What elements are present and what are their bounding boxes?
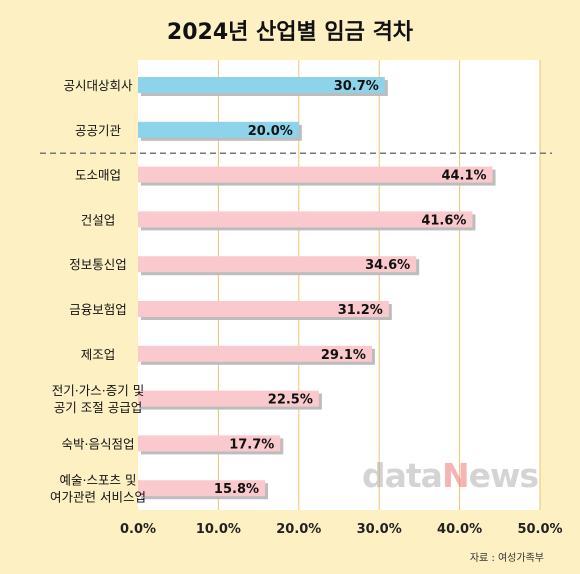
watermark-part3: ews — [468, 456, 540, 495]
bar — [138, 77, 385, 93]
category-label: 숙박·음식점업 — [62, 436, 135, 451]
bar-value-label: 17.7% — [229, 437, 274, 452]
bar — [138, 121, 299, 138]
bar-value-label: 15.8% — [214, 482, 259, 497]
bar-value-label: 22.5% — [268, 393, 313, 408]
category-label: 제조업 — [81, 347, 116, 362]
x-tick-label: 50.0% — [517, 522, 562, 537]
watermark-part2: N — [441, 456, 470, 495]
category-label: 공시대상회사 — [63, 78, 133, 93]
bar — [138, 435, 281, 452]
bar-value-label: 29.1% — [321, 348, 366, 363]
source-note: 자료 : 여성가족부 — [469, 553, 544, 564]
bar — [138, 211, 473, 228]
bar — [138, 390, 319, 407]
bar-value-label: 34.6% — [365, 258, 410, 273]
x-tick-label: 40.0% — [437, 522, 482, 537]
x-tick-label: 10.0% — [196, 522, 241, 537]
bar — [138, 345, 372, 362]
bar — [138, 166, 493, 183]
chart-title: 2024년 산업별 임금 격차 — [166, 20, 414, 45]
x-tick-label: 30.0% — [357, 522, 402, 537]
category-label: 전기·가스·증기 및 — [52, 383, 144, 398]
bar — [138, 301, 389, 317]
category-label: 여가관련 서비스업 — [50, 490, 146, 505]
category-label: 예술·스포츠 및 — [60, 473, 137, 488]
watermark: dataNews — [362, 456, 540, 495]
bar-value-label: 41.6% — [421, 213, 466, 228]
x-tick-label: 20.0% — [276, 522, 321, 537]
category-label: 정보통신업 — [69, 257, 127, 272]
category-label: 공공기관 — [75, 123, 122, 138]
bar-value-label: 30.7% — [334, 79, 379, 94]
bar — [138, 256, 417, 273]
category-label: 공기 조절 공급업 — [54, 400, 142, 415]
bar — [138, 480, 266, 497]
category-label: 건설업 — [81, 212, 116, 227]
bar-value-label: 44.1% — [441, 169, 486, 184]
x-tick-label: 0.0% — [120, 522, 156, 537]
watermark-part1: data — [362, 456, 443, 495]
category-label: 도소매업 — [75, 168, 121, 183]
bar-value-label: 31.2% — [338, 303, 383, 318]
category-label: 금융보험업 — [69, 302, 127, 317]
bar-value-label: 20.0% — [248, 124, 293, 139]
